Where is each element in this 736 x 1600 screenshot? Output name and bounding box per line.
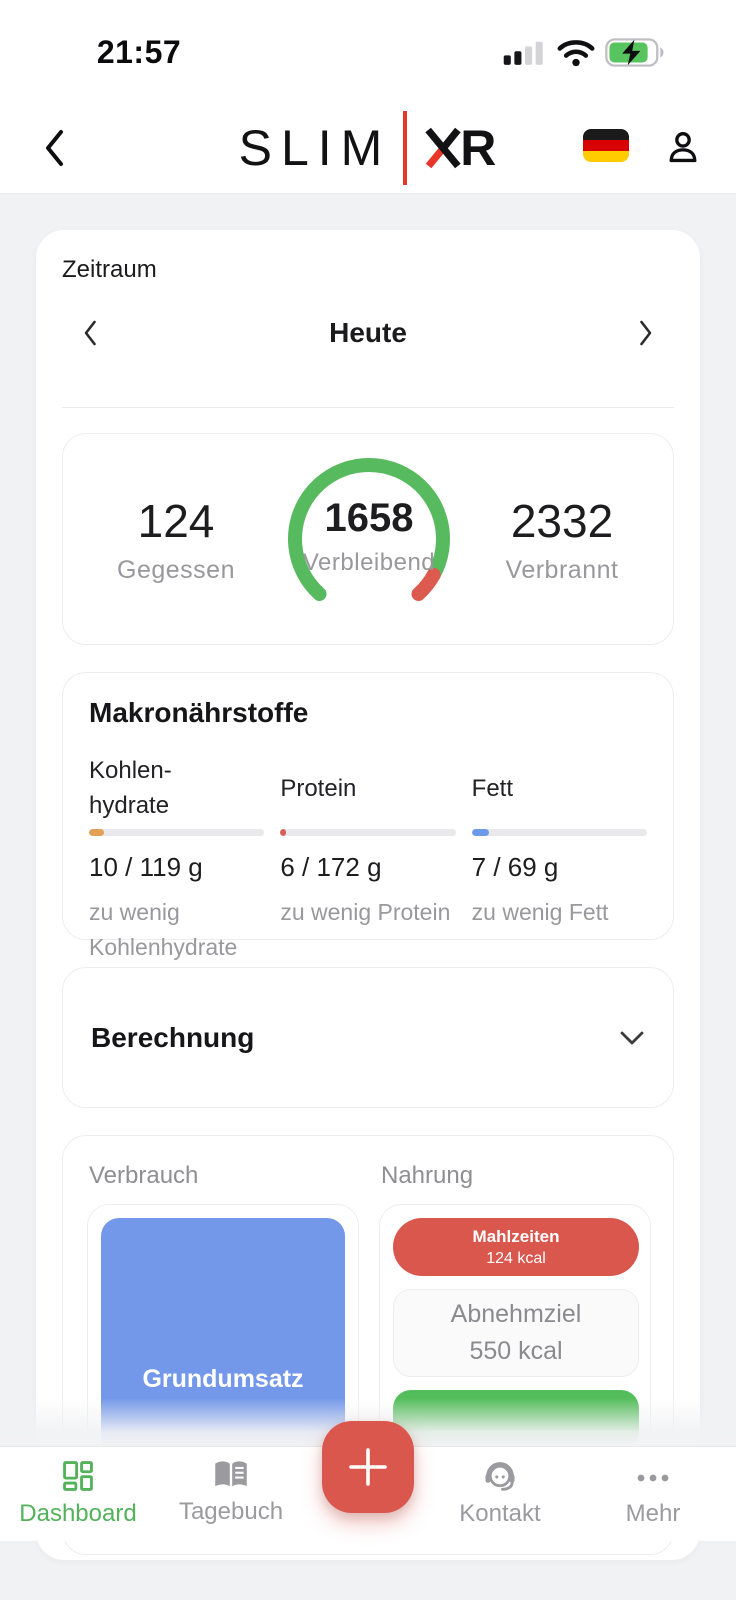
flag-stripe-black <box>583 129 629 140</box>
basal-metabolic-label: Grundumsatz <box>142 1365 304 1393</box>
gauge-arc <box>288 458 450 601</box>
cellular-signal-icon <box>503 41 543 65</box>
macro-carbs-value: 10 / 119 g <box>89 852 203 882</box>
period-prev-button[interactable] <box>62 310 118 356</box>
person-icon <box>669 132 697 163</box>
eaten-value: 124 <box>137 494 215 547</box>
macros-card: Makronährstoffe Kohlen- hydrate 10 / 119… <box>62 672 674 960</box>
period-selector: Heute <box>62 310 674 356</box>
macro-fat-bar <box>471 829 647 836</box>
nav-diary[interactable]: Tagebuch <box>156 1447 306 1541</box>
eaten-label: Gegessen <box>117 555 235 584</box>
chevron-down-icon <box>620 1031 644 1044</box>
battery-charging-icon <box>605 38 664 67</box>
meals-label: Mahlzeiten <box>472 1226 560 1246</box>
macro-protein-bar <box>280 829 456 836</box>
macro-carbs-name: Kohlen- hydrate <box>89 753 264 825</box>
burned-label: Verbrannt <box>505 555 619 584</box>
macro-protein: Protein 6 / 172 g zu wenig Protein <box>280 753 456 964</box>
flag-stripe-gold <box>583 151 629 162</box>
status-icons <box>503 38 667 67</box>
support-headset-icon <box>485 1462 515 1491</box>
logo-r-text: R <box>460 120 498 176</box>
next-chevron-icon <box>640 320 652 346</box>
dashboard-grid-icon <box>63 1461 93 1491</box>
macro-carbs-name-line2: hydrate <box>89 792 170 819</box>
macro-protein-name: Protein <box>280 753 455 825</box>
burned-value: 2332 <box>510 494 614 547</box>
add-entry-fab[interactable] <box>322 1421 414 1513</box>
macro-fat-name-line1: Fett <box>471 774 513 802</box>
period-next-button[interactable] <box>618 310 674 356</box>
macro-fat: Fett 7 / 69 g zu wenig Fett <box>471 753 647 964</box>
meals-value: 124 kcal <box>486 1249 546 1267</box>
gauge-center: 1658 Verbleibend <box>281 451 457 627</box>
goal-label: Abnehmziel <box>450 1300 582 1328</box>
macro-protein-status: zu wenig Protein <box>280 899 451 925</box>
macro-protein-name-line1: Protein <box>280 774 357 802</box>
remaining-label: Verbleibend <box>302 548 436 576</box>
period-value: Heute <box>329 317 407 348</box>
eaten-column: 124 Gegessen <box>91 494 261 585</box>
nav-contact[interactable]: Kontakt <box>430 1447 570 1541</box>
nutrition-label: Nahrung <box>381 1162 474 1189</box>
nav-more-label: Mehr <box>625 1500 681 1527</box>
macro-fat-value: 7 / 69 g <box>471 852 559 882</box>
calculation-title: Berechnung <box>91 1021 255 1053</box>
macro-carbs-status: zu wenig Kohlenhydrate <box>89 899 238 960</box>
weight-loss-goal-box: Abnehmziel 550 kcal <box>393 1289 639 1377</box>
nav-more[interactable]: Mehr <box>570 1447 736 1541</box>
nav-dashboard-label: Dashboard <box>19 1500 137 1527</box>
consumption-label: Verbrauch <box>89 1162 199 1189</box>
flag-stripe-red <box>583 140 629 151</box>
nav-dashboard[interactable]: Dashboard <box>0 1447 156 1541</box>
wifi-icon <box>557 39 595 66</box>
goal-value: 550 kcal <box>469 1337 563 1365</box>
logo-slim-text: SLIM <box>238 120 392 176</box>
status-time: 21:57 <box>96 34 182 70</box>
back-button[interactable] <box>28 120 80 176</box>
nav-diary-label: Tagebuch <box>178 1498 284 1525</box>
macros-title: Makronährstoffe <box>89 697 309 728</box>
header: 21:57 <box>0 0 736 194</box>
prev-chevron-icon <box>84 320 96 346</box>
macro-carbs-bar-fill <box>89 829 104 836</box>
burned-column: 2332 Verbrannt <box>477 494 647 585</box>
macro-protein-value: 6 / 172 g <box>280 852 382 882</box>
macro-carbs-name-line1: Kohlen- <box>89 757 172 785</box>
divider <box>62 407 674 408</box>
calorie-summary-card: 124 Gegessen 1658 Verbleibend 2332 Verbr… <box>62 433 674 645</box>
add-plus-icon <box>349 1448 387 1486</box>
remaining-gauge: 1658 Verbleibend <box>281 451 457 627</box>
profile-button[interactable] <box>660 124 706 170</box>
meals-badge: Mahlzeiten 124 kcal <box>393 1218 639 1276</box>
logo-divider <box>403 111 408 185</box>
calculation-card[interactable]: Berechnung <box>62 967 674 1108</box>
dashboard-card: Zeitraum Heute 124 Gegessen <box>36 230 700 1560</box>
period-label: Zeitraum <box>62 256 157 283</box>
macro-carbs: Kohlen- hydrate 10 / 119 g zu wenig Kohl… <box>89 753 265 964</box>
back-chevron-icon <box>46 130 63 166</box>
macro-fat-bar-fill <box>471 829 490 836</box>
language-flag-germany[interactable] <box>583 129 629 162</box>
macro-protein-bar-fill <box>280 829 287 836</box>
remaining-value: 1658 <box>324 495 414 540</box>
logo-x-icon <box>425 127 461 169</box>
diary-book-icon <box>215 1461 247 1487</box>
macros-row: Kohlen- hydrate 10 / 119 g zu wenig Kohl… <box>89 753 647 964</box>
macro-carbs-bar <box>89 829 265 836</box>
app-logo: SLIM R <box>0 106 736 190</box>
macro-fat-status: zu wenig Fett <box>471 899 609 925</box>
macro-fat-name: Fett <box>472 753 647 825</box>
nav-contact-label: Kontakt <box>459 1500 541 1527</box>
more-dots-icon <box>637 1474 669 1482</box>
